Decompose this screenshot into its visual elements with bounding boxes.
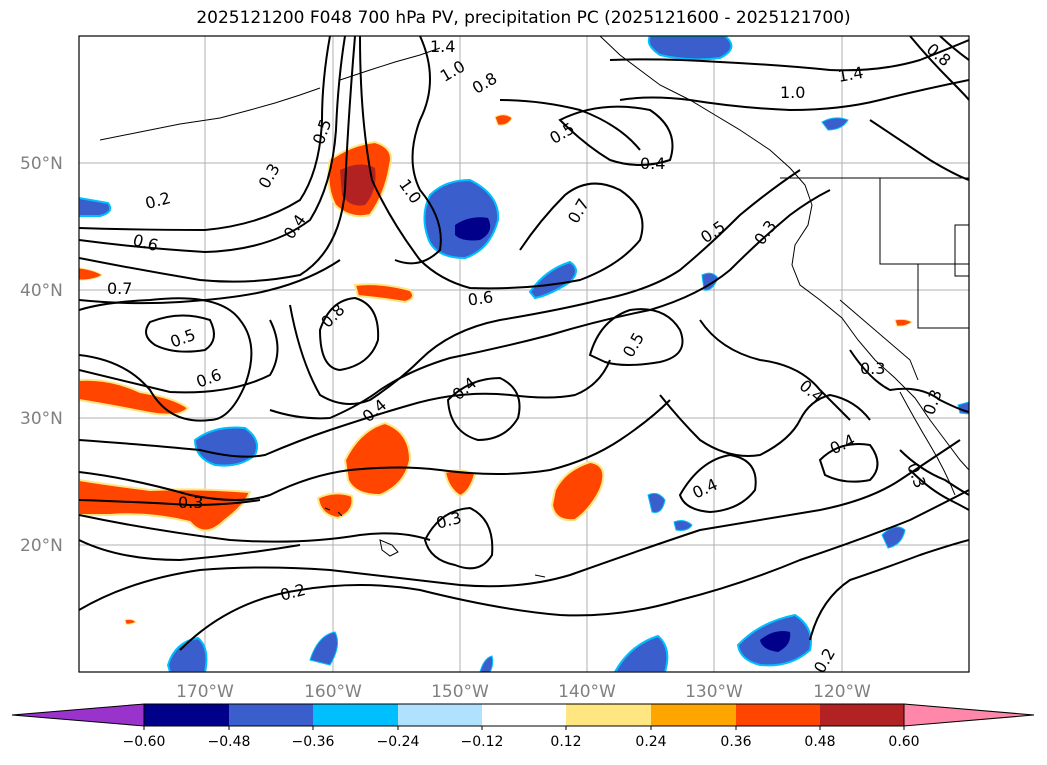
lon-label: 120°W xyxy=(813,682,871,702)
precip-shading xyxy=(79,36,969,672)
colorbar-tick-label: 0.60 xyxy=(888,734,919,750)
lon-label: 140°W xyxy=(558,682,616,702)
colorbar-segment xyxy=(651,704,736,726)
contour-label: 1.4 xyxy=(836,63,864,86)
lon-label: 170°W xyxy=(176,682,234,702)
lon-label: 150°W xyxy=(431,682,489,702)
contour-label: 0.7 xyxy=(107,279,132,298)
colorbar-tick-label: 0.48 xyxy=(804,734,835,750)
map-title: 2025121200 F048 700 hPa PV, precipitatio… xyxy=(196,8,851,28)
colorbar-extend-low xyxy=(11,703,145,727)
colorbar-segment xyxy=(313,704,398,726)
colorbar-tick-label: 0.24 xyxy=(635,734,666,750)
longitude-labels: 170°W 160°W 150°W 140°W 130°W 120°W xyxy=(176,682,871,702)
lat-label: 30°N xyxy=(20,409,63,429)
colorbar-tick-label: 0.12 xyxy=(550,734,581,750)
contour-label: 1.4 xyxy=(430,37,455,56)
colorbar-tick-label: −0.36 xyxy=(292,734,335,750)
lon-label: 130°W xyxy=(685,682,743,702)
contour-label: 0.6 xyxy=(467,287,495,309)
colorbar-extend-high xyxy=(903,703,1035,727)
colorbar-tick-label: −0.24 xyxy=(377,734,420,750)
contour-label: 1.0 xyxy=(780,83,805,102)
colorbar-segment xyxy=(398,704,482,726)
map-frame xyxy=(78,35,970,673)
colorbar-segment xyxy=(566,704,651,726)
colorbar-segment xyxy=(229,704,313,726)
colorbar: −0.60 −0.48 −0.36 −0.24 −0.12 0.12 0.24 0.36 0.4… xyxy=(11,703,1035,750)
colorbar-tick-label: −0.60 xyxy=(123,734,166,750)
colorbar-segment xyxy=(820,704,904,726)
lat-label: 50°N xyxy=(20,154,63,174)
colorbar-tick-label: −0.12 xyxy=(461,734,504,750)
colorbar-segment xyxy=(144,704,229,726)
lon-label: 160°W xyxy=(304,682,362,702)
contour-label: 0.3 xyxy=(860,359,885,378)
colorbar-outline xyxy=(143,703,905,727)
latitude-labels: 50°N 40°N 30°N 20°N xyxy=(20,154,63,556)
colorbar-segment xyxy=(736,704,820,726)
contour-label: 0.3 xyxy=(178,493,203,512)
map-background xyxy=(79,36,969,672)
lat-label: 20°N xyxy=(20,536,63,556)
colorbar-tick-label: 0.36 xyxy=(720,734,751,750)
lat-label: 40°N xyxy=(20,281,63,301)
pv-contours xyxy=(79,36,969,651)
colorbar-tick-label: −0.48 xyxy=(208,734,251,750)
colorbar-segment xyxy=(482,704,566,726)
contour-label: 0.4 xyxy=(640,154,665,173)
